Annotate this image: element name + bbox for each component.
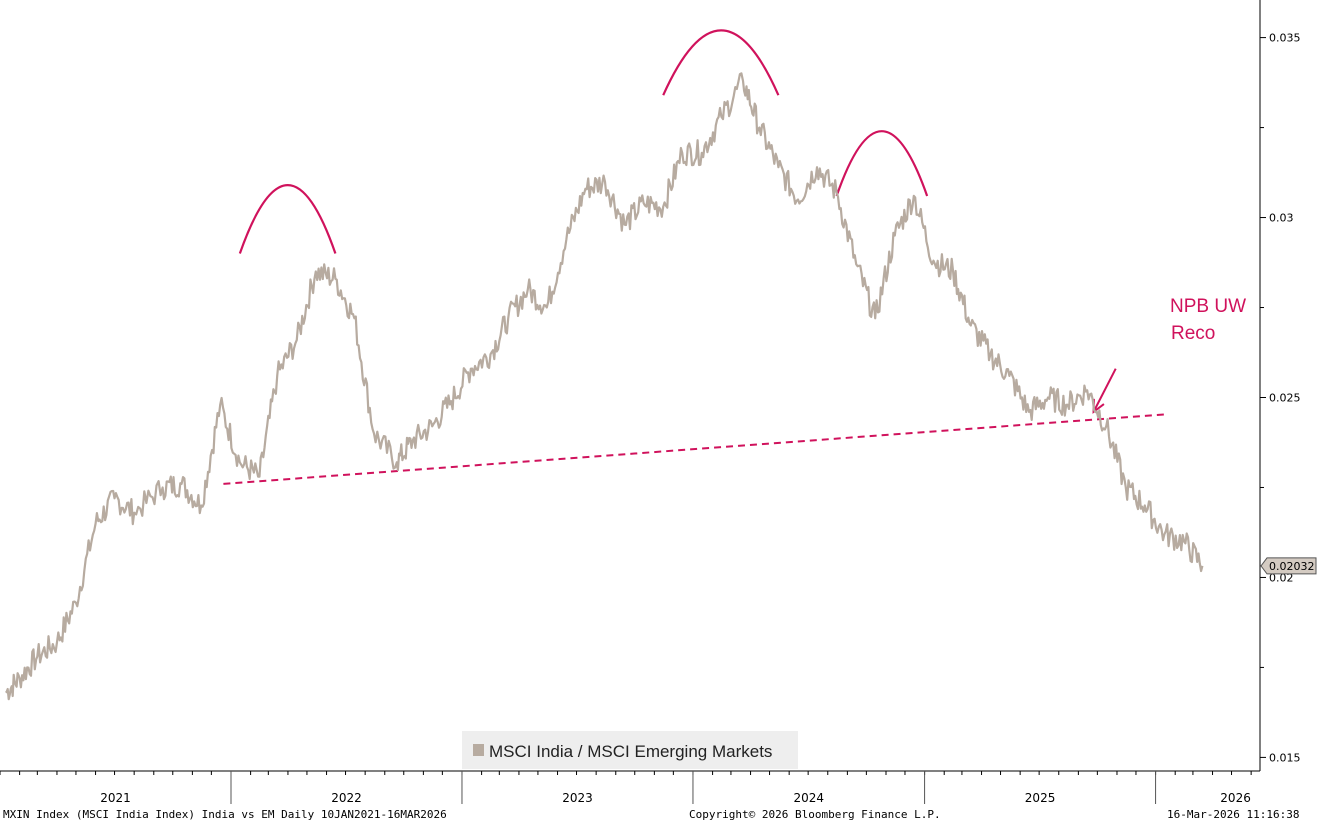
x-axis-ticks: 2021 2022 2023 2024 2025 2026 (0, 771, 1252, 805)
x-tick-label: 2025 (1025, 791, 1056, 805)
footer-copyright: Copyright© 2026 Bloomberg Finance L.P. (689, 808, 941, 821)
left-shoulder-arc (238, 184, 337, 254)
x-tick-label: 2023 (562, 791, 593, 805)
y-tick-label: 0.035 (1269, 32, 1301, 45)
y-tick-label: 0.025 (1269, 391, 1301, 404)
legend-swatch (473, 744, 484, 756)
y-axis-ticks: 0.035 0.03 0.025 0.02 0.015 (1260, 32, 1301, 764)
right-shoulder-arc (835, 130, 929, 197)
x-tick-label: 2026 (1220, 791, 1251, 805)
last-value-marker (1260, 557, 1317, 575)
annotation-arrow-shaft (1092, 368, 1117, 413)
y-tick-label: 0.015 (1269, 751, 1301, 764)
x-tick-label: 2024 (794, 791, 825, 805)
last-value-tag: 0.02032 (1260, 557, 1317, 575)
annotation-label-line-2: Reco (1171, 323, 1215, 344)
legend-box (462, 731, 798, 769)
axes (0, 0, 1261, 772)
neckline-dashed (223, 413, 1165, 485)
annotation-label-line-1: NPB UW (1170, 296, 1246, 317)
legend: MSCI India / MSCI Emerging Markets (462, 731, 798, 769)
series-line-msci-india-vs-em (5, 72, 1204, 701)
y-tick-label: 0.02 (1269, 571, 1294, 584)
footer-timestamp: 16-Mar-2026 11:16:38 (1167, 808, 1299, 821)
x-tick-label: 2021 (100, 791, 131, 805)
footer-source: MXIN Index (MSCI India Index) India vs E… (3, 808, 447, 821)
head-arc (662, 29, 780, 96)
annotation-layer (223, 29, 1165, 485)
x-tick-label: 2022 (331, 791, 362, 805)
y-tick-label: 0.03 (1269, 212, 1294, 225)
legend-label: MSCI India / MSCI Emerging Markets (489, 742, 772, 761)
last-value-label: 0.02032 (1269, 560, 1315, 573)
